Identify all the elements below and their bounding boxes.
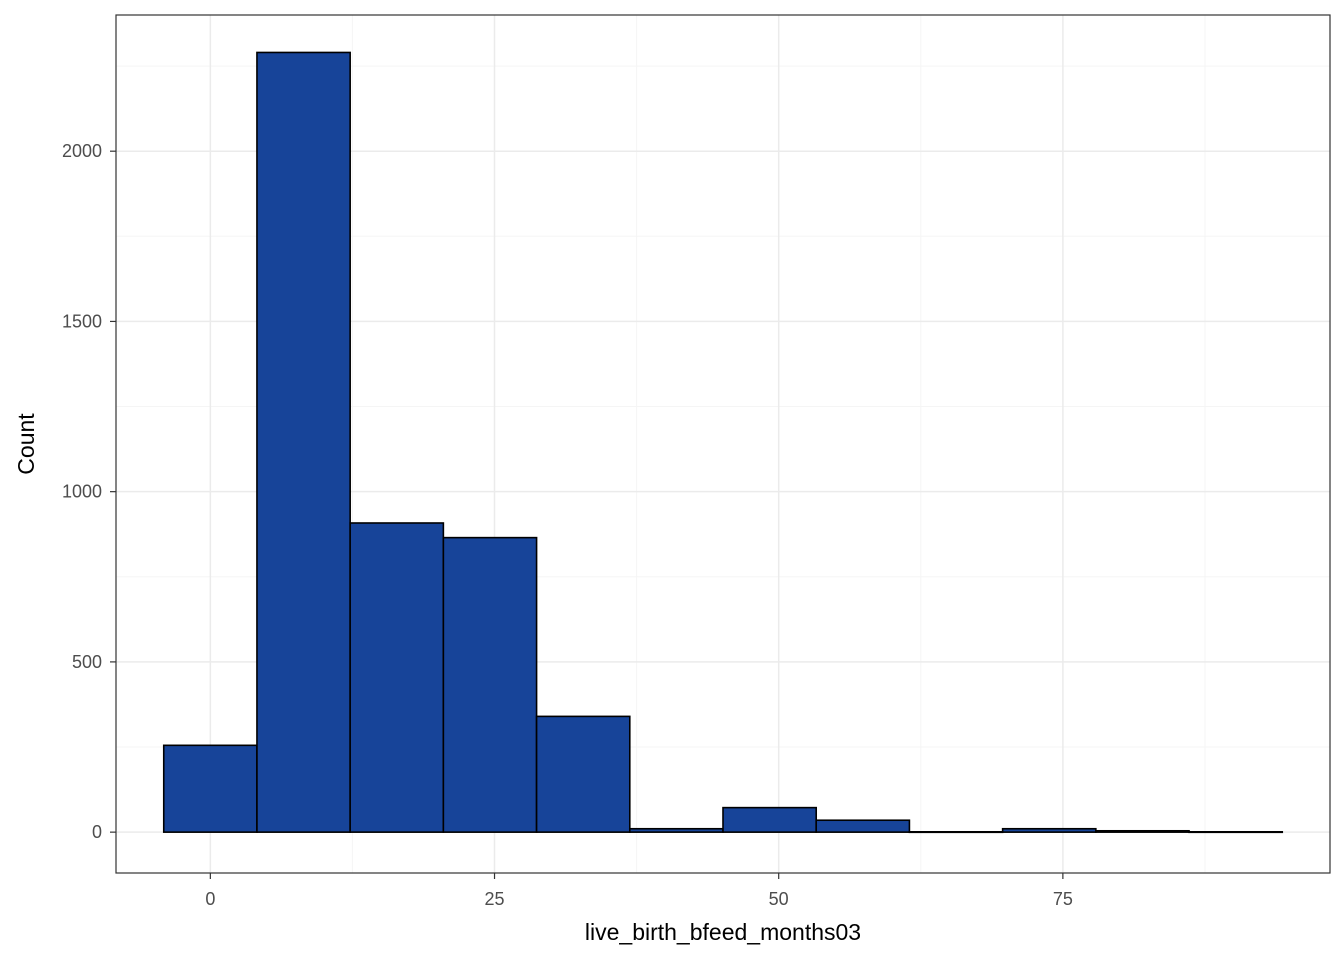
histogram-bar [349,522,445,833]
y-axis-title: Count [13,413,39,475]
histogram-bar [815,819,911,833]
y-tick-label: 500 [72,652,102,672]
panel-border [115,14,1331,874]
x-axis-title: live_birth_bfeed_months03 [585,919,861,945]
y-tick-label: 2000 [62,141,102,161]
histogram-bar [1001,827,1097,833]
x-tick-label: 75 [1053,889,1073,909]
histogram-bar [908,831,1004,834]
histogram-bar [162,744,258,833]
histogram-bars [162,51,1284,834]
histogram-bar [442,536,538,833]
x-tick-label: 0 [205,889,215,909]
y-axis-ticks: 0 500 1000 1500 2000 [62,141,116,842]
y-tick-label: 0 [92,822,102,842]
x-axis-ticks: 0 25 50 75 [205,873,1073,909]
x-tick-label: 25 [485,889,505,909]
histogram-bar [535,715,631,833]
histogram-bar [1188,831,1284,834]
histogram-bar [722,806,818,833]
histogram-bar [1095,829,1190,833]
histogram-bar [256,51,351,833]
y-tick-label: 1000 [62,482,102,502]
histogram-bar [628,827,724,833]
y-tick-label: 1500 [62,311,102,331]
x-tick-label: 50 [769,889,789,909]
